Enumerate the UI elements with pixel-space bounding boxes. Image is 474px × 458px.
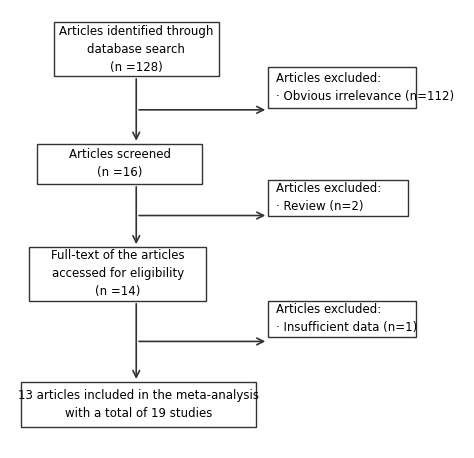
FancyBboxPatch shape — [37, 143, 202, 184]
FancyBboxPatch shape — [54, 22, 219, 76]
FancyBboxPatch shape — [21, 382, 256, 427]
Text: Articles excluded:
· Obvious irrelevance (n=112): Articles excluded: · Obvious irrelevance… — [275, 72, 454, 103]
Text: Articles excluded:
· Insufficient data (n=1): Articles excluded: · Insufficient data (… — [275, 304, 417, 334]
FancyBboxPatch shape — [268, 301, 417, 337]
Text: Articles excluded:
· Review (n=2): Articles excluded: · Review (n=2) — [275, 182, 381, 213]
FancyBboxPatch shape — [268, 180, 408, 216]
FancyBboxPatch shape — [268, 67, 417, 108]
Text: 13 articles included in the meta-analysis
with a total of 19 studies: 13 articles included in the meta-analysi… — [18, 389, 259, 420]
Text: Articles identified through
database search
(n =128): Articles identified through database sea… — [59, 25, 213, 74]
Text: Full-text of the articles
accessed for eligibility
(n =14): Full-text of the articles accessed for e… — [51, 250, 184, 299]
FancyBboxPatch shape — [29, 247, 206, 301]
Text: Articles screened
(n =16): Articles screened (n =16) — [69, 148, 171, 179]
